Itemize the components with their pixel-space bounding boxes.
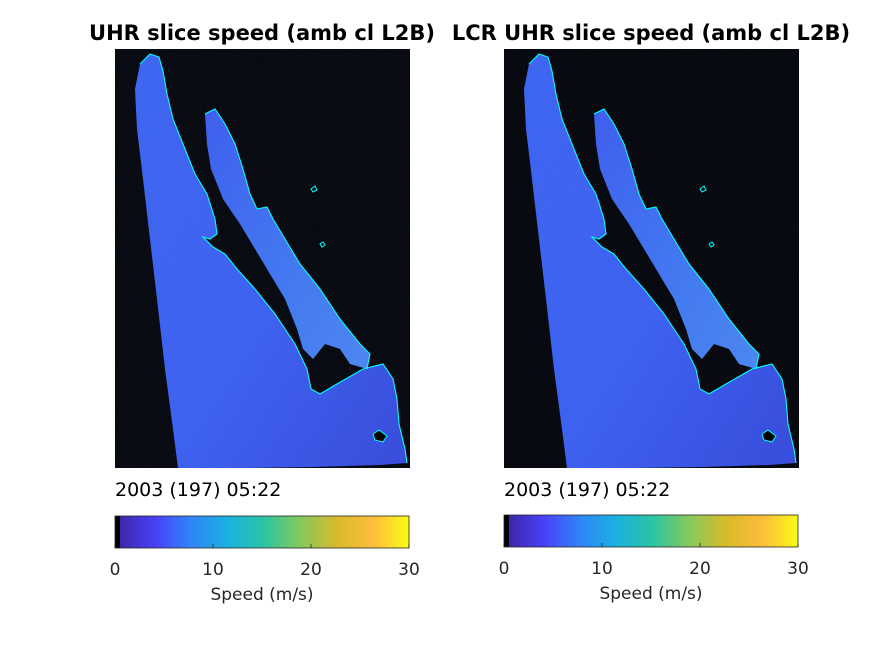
panel-1-colorbar-gradient (120, 516, 409, 548)
panel-1-coastline (139, 53, 408, 464)
panel-2-colorbar-no-data-swatch (504, 515, 509, 547)
panel-1-gulf-coastline (204, 108, 371, 370)
colorbar-tick-label: 20 (689, 559, 711, 579)
panel-2-colorbar-gradient (509, 515, 798, 547)
panel-1-colorbar-no-data-swatch (115, 516, 120, 548)
colorbar-tick-label: 0 (499, 559, 510, 579)
panel-2-texture (504, 49, 799, 468)
panel-1-island-2 (319, 241, 326, 248)
panel-2-gulf-coastline (593, 108, 760, 370)
panel-1-colorbar: 0 10 20 30 Speed (m/s) (110, 515, 420, 605)
panel-2-colorbar-ticks: 0 10 20 30 (499, 543, 809, 579)
colorbar-tick-label: 30 (398, 560, 420, 580)
colorbar-tick-label: 20 (300, 560, 322, 580)
panel-1-colorbar-label: Speed (m/s) (210, 585, 313, 605)
panel-2-map (504, 49, 799, 468)
panel-1-map (115, 49, 410, 468)
colorbar-tick-label: 0 (110, 560, 121, 580)
panel-1-island-3 (372, 429, 388, 443)
colorbar-tick-label: 10 (591, 559, 613, 579)
panel-1-colorbar-ticks: 0 10 20 30 (110, 544, 420, 580)
panel-1: UHR slice speed (amb cl L2B) 2003 (197) … (89, 21, 435, 605)
panel-2-colorbar-frame (503, 514, 799, 548)
panel-1-island-1 (310, 185, 318, 193)
panel-1-timestamp: 2003 (197) 05:22 (115, 479, 281, 501)
panel-1-title: UHR slice speed (amb cl L2B) (89, 21, 435, 45)
panel-2: LCR UHR slice speed (amb cl L2B) 2003 (1… (452, 21, 850, 604)
colorbar-tick-label: 30 (787, 559, 809, 579)
panel-2-island-1 (699, 185, 707, 193)
panel-2-island-3 (761, 429, 777, 443)
panel-1-texture (115, 49, 410, 468)
panel-2-title: LCR UHR slice speed (amb cl L2B) (452, 21, 850, 45)
panel-2-colorbar: 0 10 20 30 Speed (m/s) (499, 514, 809, 604)
panel-2-island-2 (708, 241, 715, 248)
panel-2-coastline (528, 53, 797, 464)
colorbar-tick-label: 10 (202, 560, 224, 580)
panel-2-timestamp: 2003 (197) 05:22 (504, 479, 670, 501)
panel-1-colorbar-frame (114, 515, 410, 549)
panel-2-colorbar-label: Speed (m/s) (599, 584, 702, 604)
